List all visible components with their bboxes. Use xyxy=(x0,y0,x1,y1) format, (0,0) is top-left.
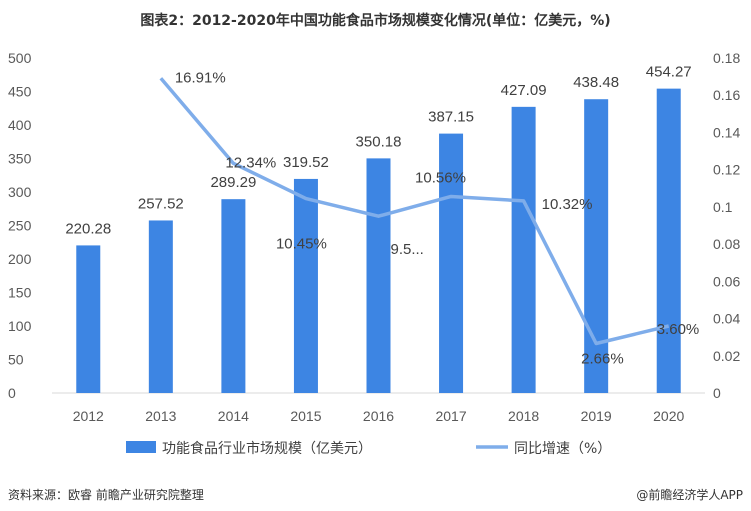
bar xyxy=(584,99,609,394)
line-value-label: 10.56% xyxy=(415,169,466,186)
x-tick-label: 2015 xyxy=(290,408,321,424)
x-tick-label: 2018 xyxy=(508,408,539,424)
left-tick-label: 500 xyxy=(8,50,32,66)
bar xyxy=(511,106,536,393)
line-value-label: 10.32% xyxy=(542,196,593,213)
bar-value-label: 350.18 xyxy=(356,133,402,150)
x-tick-label: 2016 xyxy=(363,408,394,424)
bar-value-label: 257.52 xyxy=(138,195,184,212)
bar xyxy=(366,158,391,393)
brand-note: @前瞻经济学人APP xyxy=(636,488,743,502)
right-tick-label: 0.04 xyxy=(713,311,740,327)
right-tick-label: 0.16 xyxy=(713,87,740,103)
legend: 功能食品行业市场规模（亿美元） 同比增速（%） xyxy=(126,440,611,457)
right-tick-label: 0.06 xyxy=(713,273,740,289)
x-tick-label: 2020 xyxy=(653,408,684,424)
right-tick-label: 0.18 xyxy=(713,50,740,66)
left-tick-label: 250 xyxy=(8,218,32,234)
left-tick-label: 150 xyxy=(8,285,32,301)
bar-data-labels: 220.28 257.52 289.29 319.52 350.18 387.15 427.… xyxy=(65,64,691,238)
bar xyxy=(439,133,464,393)
bar-value-label: 454.27 xyxy=(646,64,692,81)
right-axis: 0 0.02 0.04 0.06 0.08 0.1 0.12 0.14 0.16 0.18 xyxy=(713,50,740,401)
x-tick-label: 2019 xyxy=(581,408,612,424)
x-tick-label: 2014 xyxy=(218,408,249,424)
bar-value-label: 438.48 xyxy=(573,74,619,91)
legend-bar-swatch xyxy=(126,441,156,453)
legend-bar-label: 功能食品行业市场规模（亿美元） xyxy=(162,440,372,457)
bar-value-label: 387.15 xyxy=(428,109,474,126)
legend-line-label: 同比增速（%） xyxy=(514,441,611,457)
bar-series xyxy=(76,88,681,394)
line-value-label: 2.66% xyxy=(581,350,624,367)
bar xyxy=(293,178,318,393)
line-data-labels: 16.91% 12.34% 10.45% 9.5... 10.56% 10.32% 2.66… xyxy=(175,69,699,367)
source-note: 资料来源：欧睿 前瞻产业研究院整理 xyxy=(8,488,204,502)
bar xyxy=(656,88,681,393)
right-tick-label: 0.1 xyxy=(713,199,733,215)
bar-value-label: 220.28 xyxy=(65,220,111,237)
x-tick-label: 2017 xyxy=(435,408,466,424)
line-value-label: 16.91% xyxy=(175,69,226,86)
bar xyxy=(76,245,101,393)
right-tick-label: 0.02 xyxy=(713,348,740,364)
left-tick-label: 0 xyxy=(8,385,16,401)
x-tick-label: 2013 xyxy=(145,408,176,424)
right-tick-label: 0.12 xyxy=(713,162,740,178)
left-tick-label: 300 xyxy=(8,184,32,200)
x-axis: 2012 2013 2014 2015 2016 2017 2018 2019 2020 xyxy=(73,408,685,424)
bar-value-label: 427.09 xyxy=(501,82,547,99)
left-tick-label: 400 xyxy=(8,117,32,133)
left-tick-label: 450 xyxy=(8,84,32,100)
right-tick-label: 0 xyxy=(713,385,721,401)
growth-line xyxy=(159,77,670,346)
left-tick-label: 200 xyxy=(8,251,32,267)
left-tick-label: 50 xyxy=(8,352,24,368)
bar-value-label: 319.52 xyxy=(283,154,329,171)
bar xyxy=(148,220,173,393)
line-series xyxy=(159,77,670,346)
line-value-label: 9.5... xyxy=(391,241,424,258)
x-tick-label: 2012 xyxy=(73,408,104,424)
bar xyxy=(221,199,246,393)
left-axis: 0 50 100 150 200 250 300 350 400 450 500 xyxy=(8,50,32,401)
line-value-label: 12.34% xyxy=(225,154,276,171)
right-tick-label: 0.14 xyxy=(713,124,740,140)
bar-value-label: 289.29 xyxy=(210,174,256,191)
line-value-label: 3.60% xyxy=(657,321,700,338)
right-tick-label: 0.08 xyxy=(713,236,740,252)
line-value-label: 10.45% xyxy=(276,236,327,253)
left-tick-label: 100 xyxy=(8,318,32,334)
left-tick-label: 350 xyxy=(8,151,32,167)
chart-title: 图表2：2012-2020年中国功能食品市场规模变化情况(单位：亿美元，%) xyxy=(140,13,611,29)
